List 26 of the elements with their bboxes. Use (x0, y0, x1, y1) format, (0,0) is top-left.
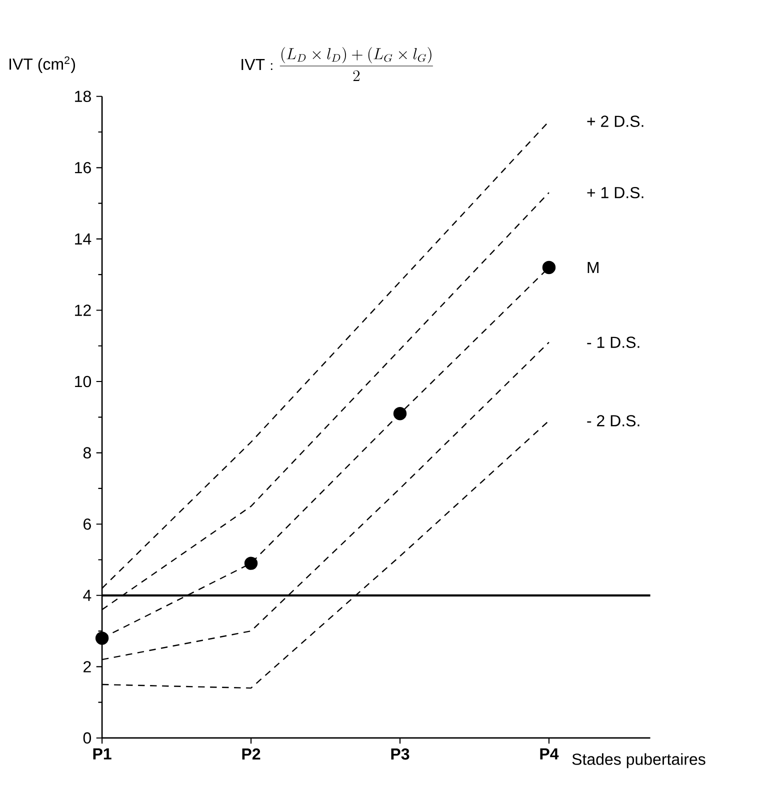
point (542, 260, 556, 274)
text: - 2 D.S. (587, 415, 640, 426)
y-tick-label: 14 (75, 233, 92, 244)
point (244, 556, 258, 570)
y-tick-label: 12 (75, 304, 91, 316)
x-tick-label: P1 (93, 748, 112, 760)
y-tick-label: 16 (75, 162, 91, 174)
y-tick-label: 8 (83, 447, 91, 458)
y-tick-label: 4 (83, 590, 92, 601)
text: + 1 D.S. (587, 186, 644, 198)
y-tick-label: 18 (75, 90, 91, 102)
chart-title: $\mathrm{IVT} : \frac{(L_{D} \times l_{D}) + (L_{G} \times l_{G})}{2}$ (242, 47, 433, 81)
y-tick-label: 10 (75, 376, 92, 388)
y-tick-label: 2 (84, 661, 91, 672)
text: + 2 D.S. (587, 116, 644, 127)
text: M (588, 262, 598, 273)
point (393, 407, 407, 420)
y-tick-label: 0 (83, 732, 92, 744)
x-tick-label: P4 (540, 748, 559, 760)
x-tick-label: P2 (242, 748, 260, 760)
x-axis-title: Stades pubertaires (572, 753, 706, 768)
text: - 1 D.S. (587, 336, 640, 348)
y-axis-title: IVT (cm$^{2}$) (10, 56, 75, 73)
y-tick-label: 6 (84, 518, 91, 530)
x-tick-label: P3 (391, 748, 410, 760)
point (95, 632, 109, 645)
